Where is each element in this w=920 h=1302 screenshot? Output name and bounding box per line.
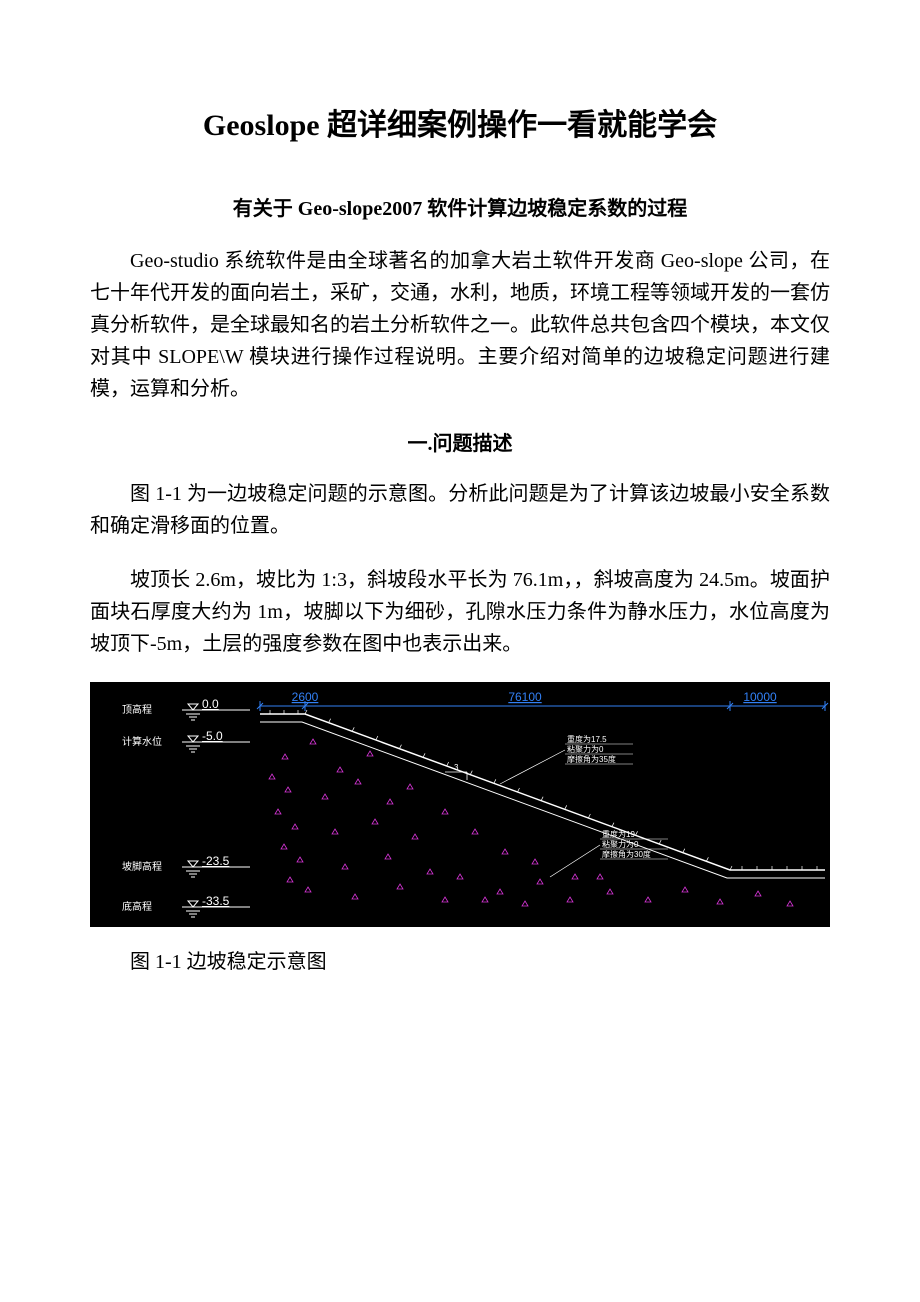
svg-text:底高程: 底高程 (122, 900, 152, 913)
svg-text:10000: 10000 (743, 690, 777, 704)
figure-caption: 图 1-1 边坡稳定示意图 (90, 945, 830, 974)
svg-text:顶高程: 顶高程 (122, 703, 152, 716)
svg-text:重度为17.5: 重度为17.5 (567, 734, 607, 744)
svg-text:2600: 2600 (292, 690, 319, 704)
svg-text:0.0: 0.0 (202, 697, 219, 711)
document-title: Geoslope 超详细案例操作一看就能学会 (90, 100, 830, 144)
slope-diagram-svg: 顶高程 0.0 计算水位 -5.0 坡脚高程 -23.5 底高程 -33.5 2600 7… (90, 682, 830, 927)
svg-text:-23.5: -23.5 (202, 854, 230, 868)
svg-text:3: 3 (454, 763, 459, 772)
body-paragraph-1: 图 1-1 为一边坡稳定问题的示意图。分析此问题是为了计算该边坡最小安全系数和确… (90, 478, 830, 542)
svg-text:76100: 76100 (508, 690, 542, 704)
svg-text:坡脚高程: 坡脚高程 (122, 860, 162, 873)
svg-text:计算水位: 计算水位 (122, 735, 162, 748)
section-heading: 一.问题描述 (90, 427, 830, 456)
slope-diagram: 顶高程 0.0 计算水位 -5.0 坡脚高程 -23.5 底高程 -33.5 2600 7… (90, 682, 830, 927)
svg-text:粘聚力为0: 粘聚力为0 (567, 744, 604, 754)
svg-text:摩擦角为30度: 摩擦角为30度 (602, 849, 651, 859)
svg-text:重度为19: 重度为19 (602, 829, 635, 839)
svg-text:-5.0: -5.0 (202, 729, 223, 743)
svg-text:-33.5: -33.5 (202, 894, 230, 908)
document-subtitle: 有关于 Geo-slope2007 软件计算边坡稳定系数的过程 (90, 192, 830, 221)
intro-paragraph: Geo-studio 系统软件是由全球著名的加拿大岩土软件开发商 Geo-slo… (90, 245, 830, 405)
svg-text:摩擦角为35度: 摩擦角为35度 (567, 754, 616, 764)
svg-text:粘聚力为0: 粘聚力为0 (602, 839, 639, 849)
body-paragraph-2: 坡顶长 2.6m，坡比为 1:3，斜坡段水平长为 76.1m，，斜坡高度为 24… (90, 564, 830, 660)
